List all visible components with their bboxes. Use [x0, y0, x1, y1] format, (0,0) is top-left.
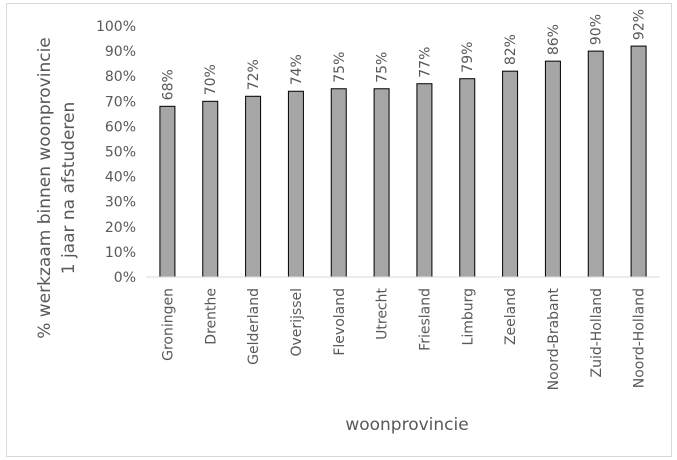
- y-tick-label: 80%: [105, 69, 136, 85]
- x-tick-label: Noord-Brabant: [546, 287, 562, 390]
- bar: [544, 60, 561, 278]
- x-tick-label: Zuid-Holland: [589, 288, 605, 378]
- data-label: 75%: [332, 52, 348, 83]
- data-label: 77%: [417, 47, 433, 78]
- x-tick-label: Drenthe: [203, 288, 219, 345]
- y-tick-label: 70%: [105, 94, 136, 110]
- data-label: 90%: [589, 14, 605, 45]
- x-tick-label: Friesland: [417, 288, 433, 351]
- data-label: 74%: [289, 54, 305, 85]
- y-tick-label: 60%: [105, 119, 136, 135]
- data-label: 70%: [203, 64, 219, 95]
- y-tick-label: 100%: [96, 19, 136, 35]
- x-tick-label: Limburg: [460, 288, 476, 345]
- data-label: 72%: [246, 59, 262, 90]
- x-tick-label: Zeeland: [503, 288, 519, 345]
- x-tick-label: Groningen: [160, 288, 176, 361]
- data-label: 92%: [632, 9, 648, 40]
- data-label: 86%: [546, 24, 562, 55]
- y-tick-label: 20%: [105, 220, 136, 236]
- bar: [245, 95, 262, 278]
- y-tick-label: 50%: [105, 145, 136, 161]
- bar: [459, 78, 476, 278]
- bar: [373, 88, 390, 278]
- y-tick-label: 30%: [105, 195, 136, 211]
- y-tick-label: 40%: [105, 170, 136, 186]
- data-label: 68%: [160, 69, 176, 100]
- x-tick-label: Overijssel: [289, 288, 305, 357]
- data-label: 79%: [460, 42, 476, 73]
- y-tick-label: 90%: [105, 44, 136, 60]
- y-axis-ticks: 0% 10% 20% 30% 40% 50% 60% 70% 80% 90% 100%: [96, 19, 136, 286]
- bar: [330, 88, 347, 278]
- data-label: 82%: [503, 34, 519, 65]
- data-labels: 68% 70% 72% 74% 75% 75% 77% 79% 82% 86% 90% 92%: [160, 9, 647, 100]
- x-axis-label: woonprovincie: [345, 415, 468, 435]
- bar: [202, 100, 219, 278]
- x-tick-label: Utrecht: [375, 287, 391, 339]
- y-tick-label: 0%: [114, 270, 136, 286]
- x-axis-ticks: Groningen Drenthe Gelderland Overijssel Flev…: [160, 287, 647, 390]
- bars: [159, 45, 647, 278]
- y-axis-label-line-2: 1 jaar na afstuderen: [59, 102, 79, 275]
- y-tick-label: 10%: [105, 245, 136, 261]
- bar: [159, 105, 176, 278]
- bar: [587, 50, 604, 278]
- bar: [630, 45, 647, 278]
- x-tick-label: Gelderland: [246, 288, 262, 365]
- x-tick-label: Flevoland: [332, 288, 348, 356]
- bar: [502, 70, 519, 278]
- bar: [416, 83, 433, 278]
- data-label: 75%: [375, 52, 391, 83]
- bar: [287, 90, 304, 278]
- y-axis-label-line-1: % werkzaam binnen woonprovincie: [35, 37, 55, 339]
- x-tick-label: Noord-Holland: [632, 288, 648, 388]
